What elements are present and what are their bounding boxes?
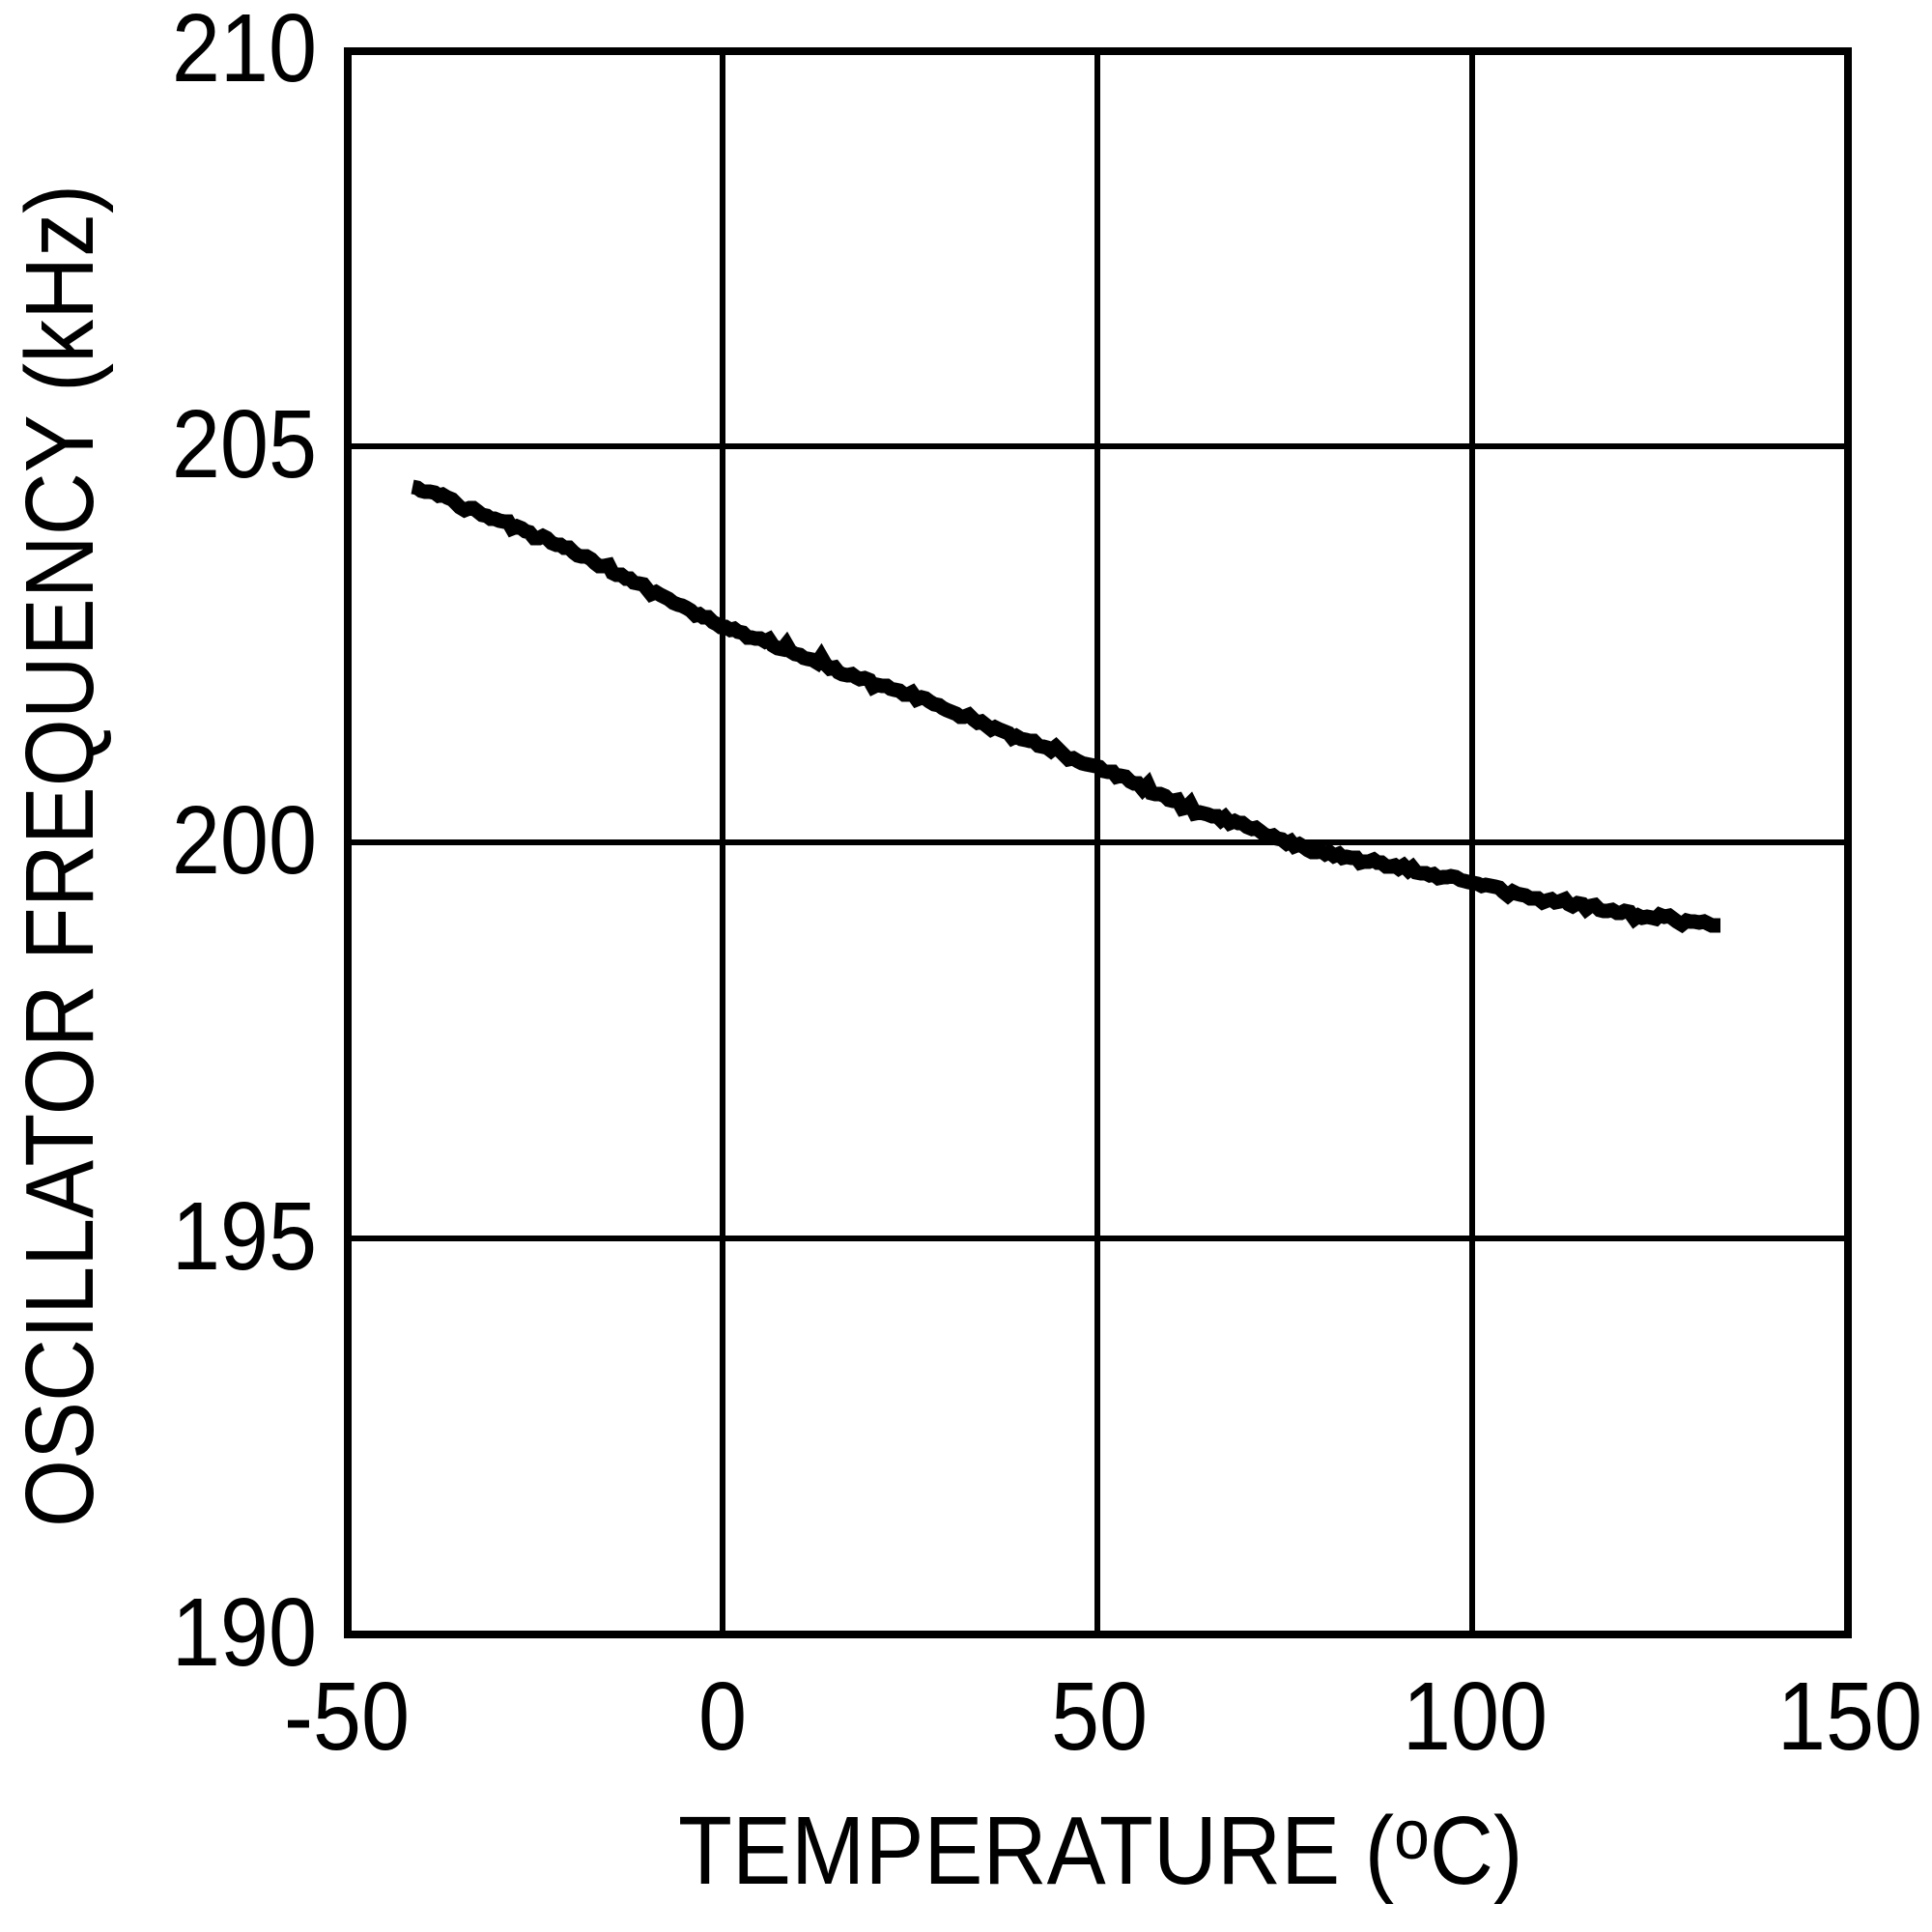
svg-text:210: 210 — [172, 0, 317, 102]
svg-text:195: 195 — [172, 1183, 317, 1291]
svg-text:50: 50 — [1051, 1663, 1148, 1771]
svg-text:TEMPERATURE (oC): TEMPERATURE (oC) — [678, 1795, 1523, 1905]
svg-text:OSCILLATOR FREQUENCY (kHz): OSCILLATOR FREQUENCY (kHz) — [7, 185, 114, 1527]
svg-text:100: 100 — [1403, 1663, 1548, 1771]
svg-text:-50: -50 — [284, 1663, 410, 1771]
svg-text:190: 190 — [172, 1579, 317, 1687]
svg-text:150: 150 — [1777, 1663, 1922, 1771]
svg-text:205: 205 — [172, 391, 317, 498]
svg-text:200: 200 — [172, 787, 317, 895]
svg-text:0: 0 — [698, 1663, 747, 1771]
